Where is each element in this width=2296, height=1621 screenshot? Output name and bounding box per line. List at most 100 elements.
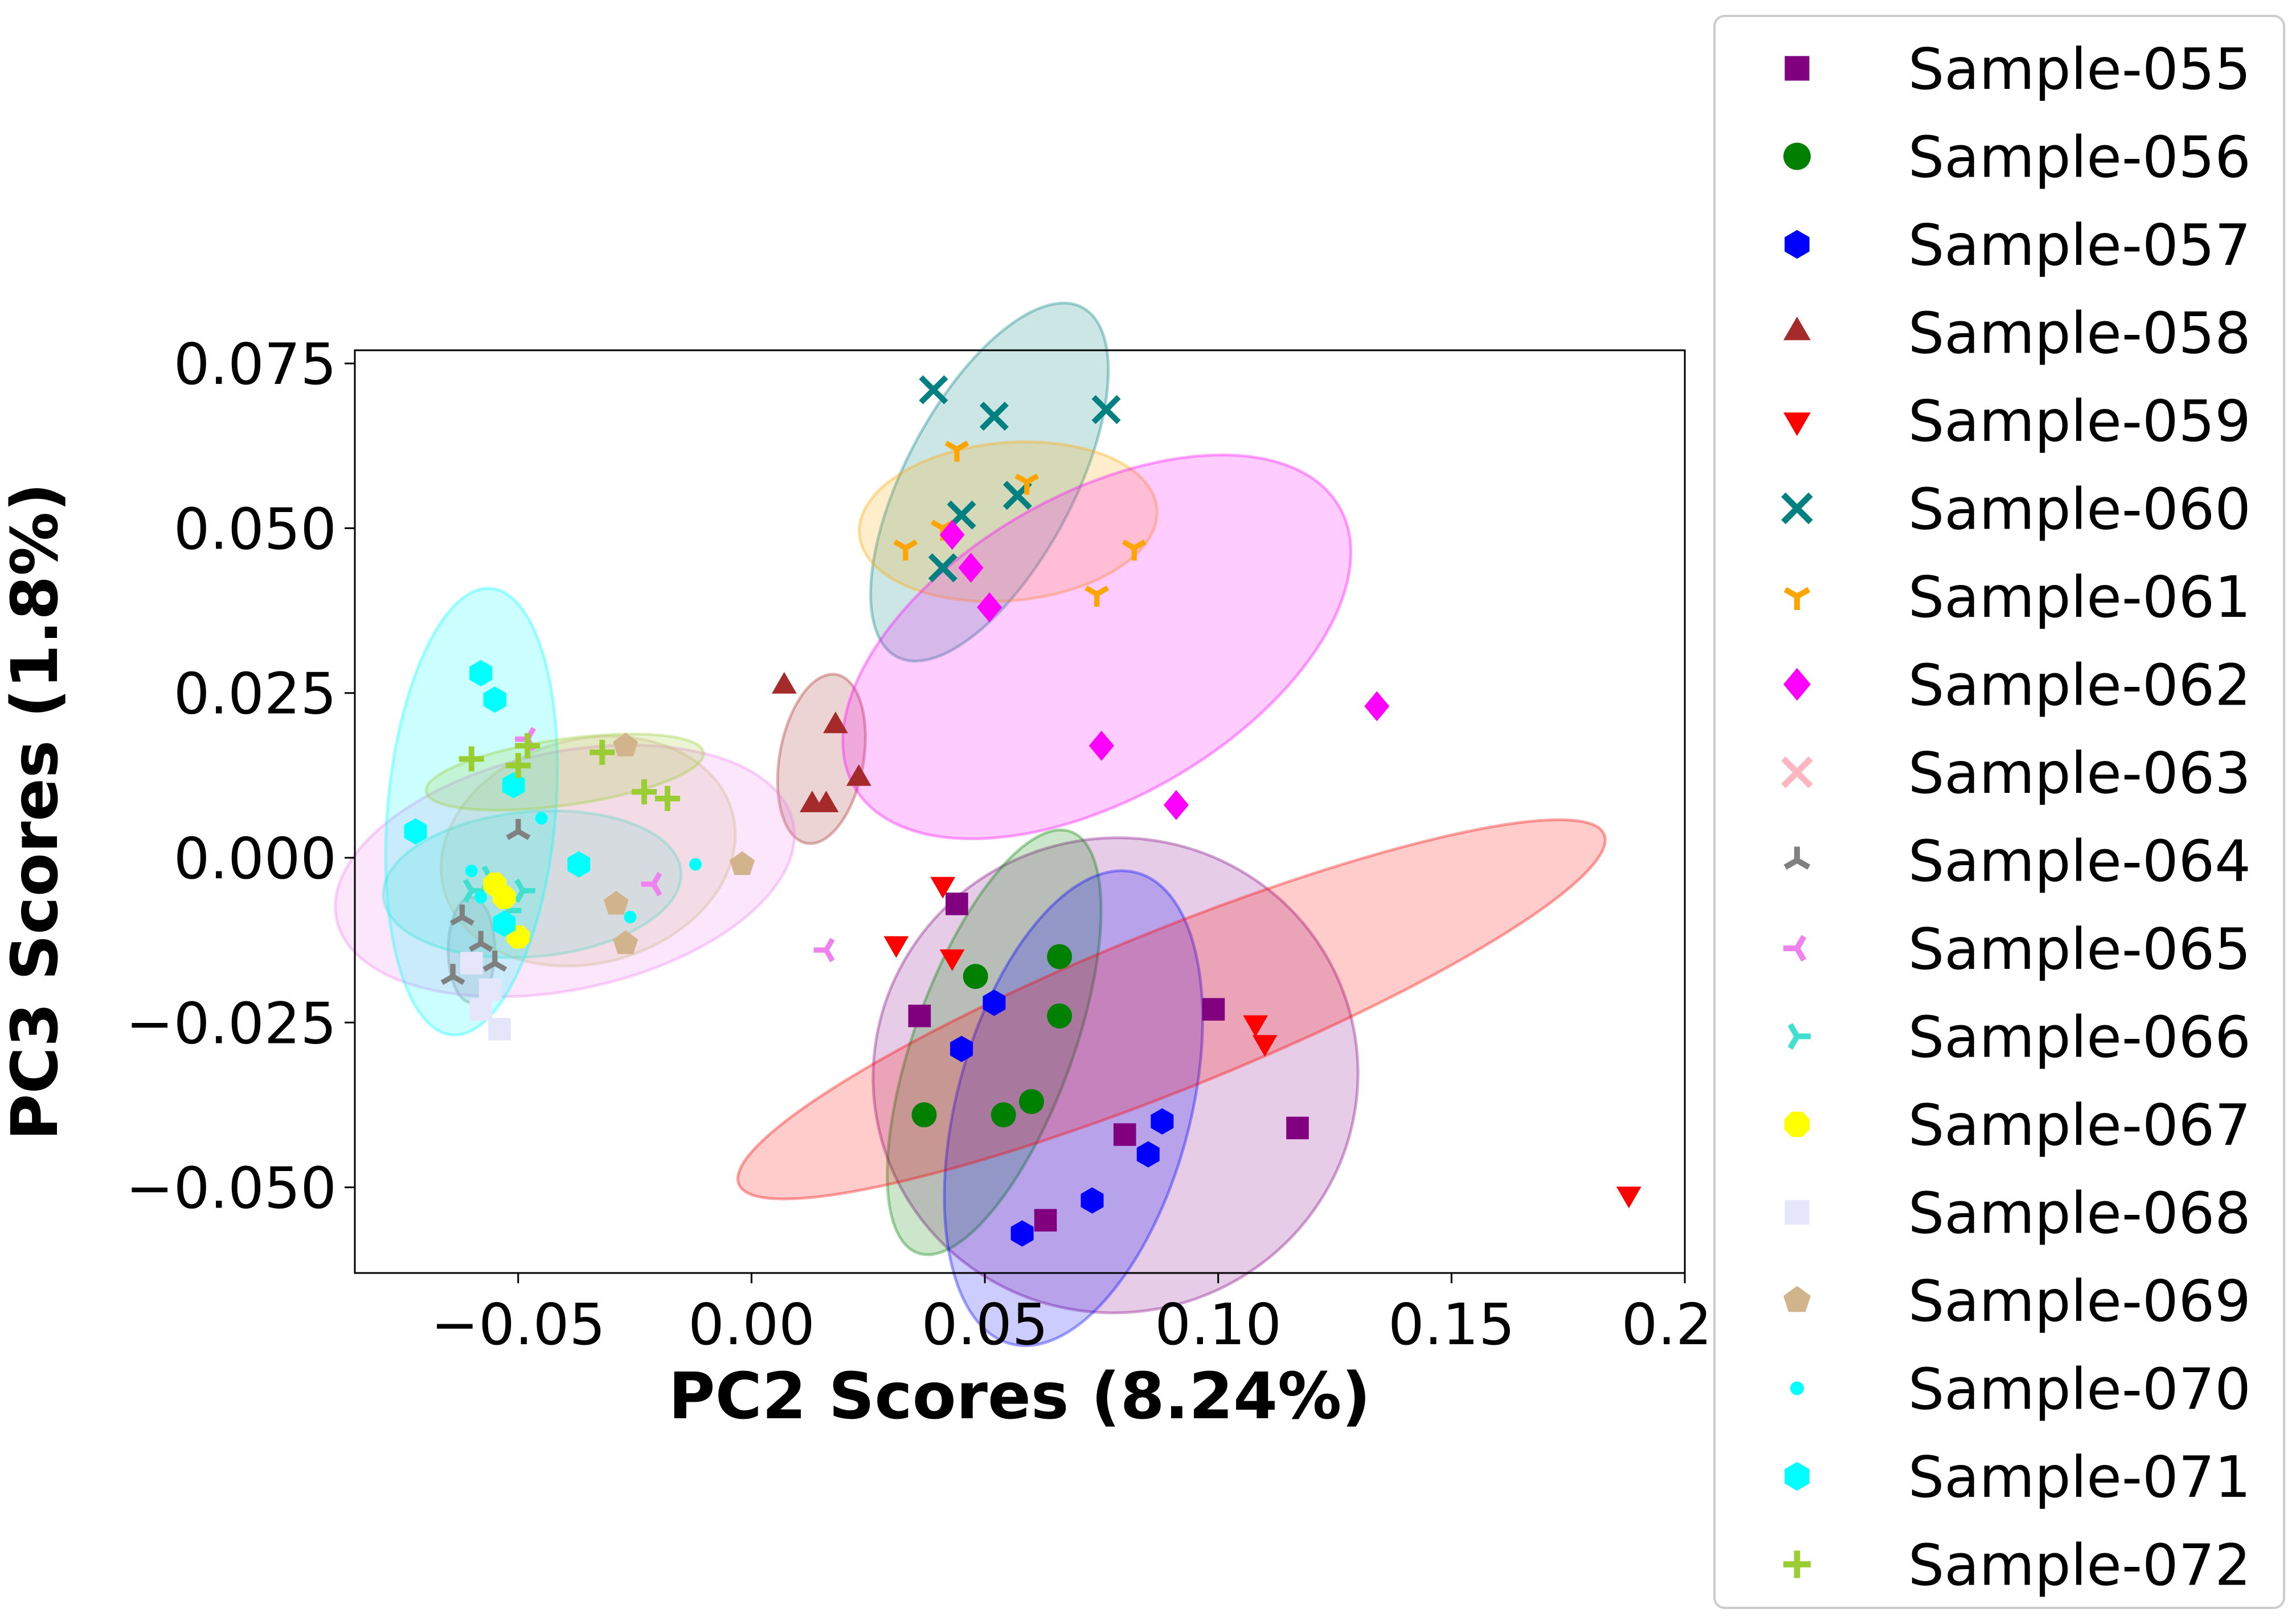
legend-marker-sample-061 [1783, 587, 1811, 610]
y-axis-title: PC3 Scores (1.8%) [0, 482, 72, 1140]
legend-item-sample-072: Sample-072 [1783, 1532, 2251, 1599]
data-point-sample-068 [478, 978, 502, 1001]
y-tick-label: 0.025 [174, 661, 337, 727]
data-point-sample-064 [506, 818, 531, 840]
data-point-sample-065 [641, 871, 662, 897]
legend-item-sample-065: Sample-065 [1783, 916, 2251, 983]
data-point-sample-071 [502, 772, 525, 799]
data-point-sample-055 [1202, 998, 1225, 1021]
data-point-sample-071 [493, 910, 516, 937]
data-point-sample-072 [590, 739, 615, 765]
data-point-sample-062 [939, 519, 965, 550]
x-tick-label: 0.10 [1155, 1291, 1282, 1358]
legend-frame [1713, 15, 2285, 1609]
series-sample-055 [908, 893, 1309, 1232]
legend-marker-sample-057 [1785, 230, 1810, 259]
data-point-sample-060 [1091, 395, 1121, 424]
series-sample-059 [883, 877, 1642, 1209]
x-tick-label: −0.05 [431, 1291, 605, 1358]
legend-item-sample-067: Sample-067 [1784, 1092, 2251, 1159]
data-point-sample-055 [1286, 1116, 1309, 1140]
legend-marker-sample-060 [1781, 492, 1813, 525]
legend-marker-sample-065 [1783, 935, 1807, 962]
x-tick-label: 0.05 [922, 1291, 1049, 1358]
data-point-sample-062 [1088, 730, 1114, 761]
series-sample-057 [950, 989, 1174, 1247]
legend-item-sample-055: Sample-055 [1785, 36, 2251, 103]
legend-label: Sample-057 [1908, 212, 2251, 279]
legend-label: Sample-061 [1908, 564, 2251, 631]
y-tick-label: −0.025 [126, 990, 337, 1057]
legend-label: Sample-063 [1908, 740, 2251, 807]
data-point-sample-060 [979, 402, 1009, 431]
data-point-sample-066 [514, 878, 535, 903]
data-point-sample-069 [613, 732, 639, 756]
data-point-sample-062 [1164, 790, 1189, 820]
series-sample-068 [460, 952, 511, 1041]
legend-item-sample-069: Sample-069 [1783, 1268, 2251, 1335]
legend-label: Sample-062 [1908, 652, 2251, 719]
legend-item-sample-062: Sample-062 [1783, 652, 2251, 719]
data-point-sample-071 [469, 660, 493, 687]
data-point-sample-056 [963, 964, 988, 989]
data-point-sample-057 [1136, 1141, 1160, 1168]
data-point-sample-066 [463, 878, 484, 903]
legend-marker-sample-055 [1785, 56, 1810, 81]
legend-marker-sample-072 [1783, 1550, 1811, 1578]
legend-marker-sample-067 [1784, 1111, 1810, 1137]
confidence-ellipses [334, 301, 1607, 1348]
legend-item-sample-064: Sample-064 [1783, 828, 2251, 895]
data-point-sample-070 [474, 891, 488, 904]
series-sample-072 [459, 733, 680, 811]
legend-marker-sample-058 [1783, 316, 1811, 341]
legend-item-sample-070: Sample-070 [1790, 1356, 2251, 1423]
legend-label: Sample-059 [1908, 388, 2251, 455]
legend-label: Sample-064 [1908, 828, 2251, 895]
legend-item-sample-058: Sample-058 [1783, 300, 2251, 367]
y-axis-ticks: −0.050 −0.025 0.000 0.025 0.050 0.075 [126, 331, 355, 1222]
data-point-sample-058 [771, 672, 797, 694]
data-point-sample-068 [488, 1018, 511, 1041]
data-point-sample-058 [846, 764, 871, 786]
y-tick-label: 0.000 [174, 825, 337, 892]
data-point-sample-057 [1151, 1108, 1174, 1135]
legend-marker-sample-071 [1785, 1462, 1810, 1491]
legend-label: Sample-066 [1908, 1004, 2251, 1071]
legend-marker-sample-059 [1783, 412, 1811, 436]
legend-marker-sample-069 [1783, 1286, 1811, 1312]
data-point-sample-064 [468, 931, 493, 952]
data-point-sample-061 [1084, 586, 1110, 607]
ellipse-sample-062 [841, 453, 1353, 841]
x-tick-label: 0.00 [688, 1291, 815, 1358]
data-point-sample-056 [1047, 944, 1073, 969]
ellipse-sample-059 [736, 818, 1607, 1201]
data-point-sample-071 [567, 851, 591, 878]
legend-label: Sample-068 [1908, 1180, 2251, 1247]
legend-item-sample-061: Sample-061 [1783, 564, 2251, 631]
data-point-sample-064 [482, 951, 508, 972]
x-tick-label: 0.15 [1388, 1291, 1515, 1358]
legend-label: Sample-072 [1908, 1532, 2251, 1599]
legend-marker-sample-063 [1781, 756, 1813, 788]
series-sample-058 [771, 672, 871, 812]
data-point-sample-056 [1019, 1089, 1044, 1115]
legend-marker-sample-064 [1783, 846, 1811, 870]
legend-item-sample-066: Sample-066 [1787, 1004, 2251, 1071]
data-point-sample-070 [624, 911, 637, 924]
data-point-sample-067 [492, 886, 516, 909]
data-point-sample-056 [1047, 1003, 1073, 1029]
data-point-sample-062 [1364, 691, 1390, 722]
data-point-sample-068 [460, 952, 483, 975]
data-point-sample-057 [1081, 1187, 1104, 1214]
data-point-sample-058 [823, 711, 848, 734]
legend-marker-sample-056 [1783, 142, 1811, 170]
data-point-sample-059 [1616, 1186, 1642, 1209]
legend-label: Sample-055 [1908, 36, 2251, 103]
x-axis-ticks: −0.05 0.00 0.05 0.10 0.15 0.20 [431, 1273, 1748, 1358]
legend-label: Sample-070 [1908, 1356, 2251, 1423]
ellipse-sample-060 [869, 301, 1110, 663]
legend-item-sample-059: Sample-059 [1783, 388, 2251, 455]
data-point-sample-064 [449, 904, 474, 926]
legend-item-sample-063: Sample-063 [1781, 740, 2251, 807]
